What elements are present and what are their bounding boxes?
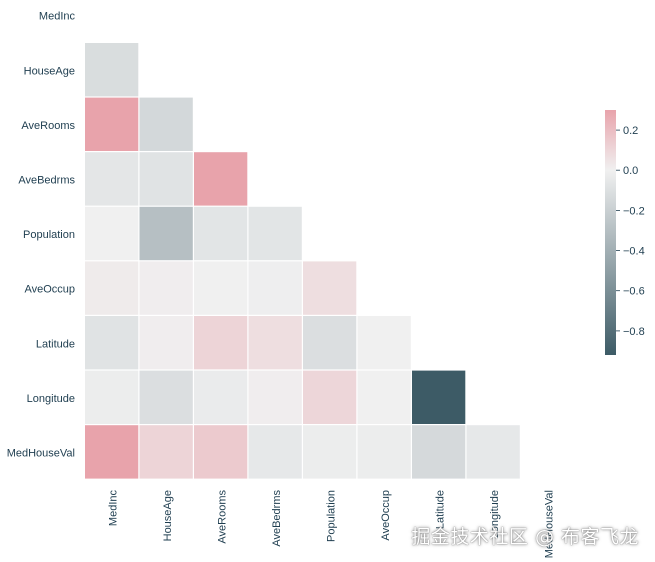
heatmap-cell-population-medinc bbox=[85, 206, 139, 261]
heatmap-cell-averooms-medinc bbox=[85, 97, 139, 151]
heatmap-cell-aveoccup-houseage bbox=[139, 261, 193, 315]
colorbar-tick-label: −0.2 bbox=[623, 205, 645, 217]
heatmap-cell-avebedrms-medinc bbox=[85, 152, 139, 206]
heatmap-cell-medhouseval-medinc bbox=[85, 425, 139, 479]
colorbar-tick-label: −0.4 bbox=[623, 246, 645, 258]
heatmap-cell-longitude-population bbox=[303, 370, 357, 424]
heatmap-cell-longitude-averooms bbox=[194, 370, 248, 424]
heatmap-cell-longitude-houseage bbox=[139, 370, 193, 424]
colorbar-tick-label: 0.2 bbox=[623, 125, 638, 137]
x-tick-label-averooms: AveRooms bbox=[216, 490, 228, 544]
heatmap-cell-latitude-avebedrms bbox=[248, 316, 302, 370]
heatmap-cell-latitude-houseage bbox=[139, 316, 193, 370]
heatmap-cell-latitude-averooms bbox=[194, 316, 248, 370]
heatmap-cell-latitude-population bbox=[303, 316, 357, 370]
y-tick-label-medinc: MedInc bbox=[39, 11, 76, 23]
y-tick-label-avebedrms: AveBedrms bbox=[18, 175, 75, 187]
heatmap-cell-medhouseval-averooms bbox=[194, 425, 248, 479]
y-tick-label-longitude: Longitude bbox=[27, 393, 75, 405]
heatmap-cell-medhouseval-latitude bbox=[412, 425, 466, 479]
x-tick-label-longitude: Longitude bbox=[489, 490, 501, 538]
heatmap-cell-medhouseval-aveoccup bbox=[357, 425, 411, 479]
y-tick-label-medhouseval: MedHouseVal bbox=[7, 448, 75, 460]
heatmap-cell-latitude-aveoccup bbox=[357, 316, 411, 370]
heatmap-cell-longitude-avebedrms bbox=[248, 370, 302, 424]
heatmap-cell-population-houseage bbox=[139, 206, 193, 261]
heatmap-cell-medhouseval-population bbox=[303, 425, 357, 479]
heatmap-cell-latitude-medinc bbox=[85, 316, 139, 370]
heatmap-cell-houseage-medinc bbox=[85, 43, 139, 97]
x-tick-label-avebedrms: AveBedrms bbox=[271, 490, 283, 547]
heatmap-cell-medhouseval-longitude bbox=[466, 425, 520, 479]
heatmap-cell-aveoccup-avebedrms bbox=[248, 261, 302, 315]
heatmap-cell-aveoccup-averooms bbox=[194, 261, 248, 315]
heatmap-cell-longitude-aveoccup bbox=[357, 370, 411, 424]
y-tick-label-aveoccup: AveOccup bbox=[24, 284, 75, 296]
x-tick-label-medhouseval: MedHouseVal bbox=[543, 490, 555, 558]
heatmap-cell-avebedrms-houseage bbox=[139, 152, 193, 206]
heatmap-cell-longitude-medinc bbox=[85, 370, 139, 424]
heatmap-cell-population-avebedrms bbox=[248, 206, 302, 261]
colorbar-gradient bbox=[605, 110, 616, 355]
watermark-text: 掘金技术社区 @ 布客飞龙 bbox=[411, 526, 639, 548]
x-tick-label-houseage: HouseAge bbox=[162, 490, 174, 541]
heatmap-cell-medhouseval-avebedrms bbox=[248, 425, 302, 479]
y-tick-label-latitude: Latitude bbox=[36, 338, 75, 350]
heatmap-cell-medhouseval-houseage bbox=[139, 425, 193, 479]
heatmap-cell-aveoccup-population bbox=[303, 261, 357, 315]
colorbar-tick-label: 0.0 bbox=[623, 165, 638, 177]
colorbar-tick-label: −0.8 bbox=[623, 326, 645, 338]
y-tick-label-houseage: HouseAge bbox=[24, 65, 75, 77]
x-tick-label-aveoccup: AveOccup bbox=[380, 490, 392, 541]
x-tick-label-population: Population bbox=[325, 490, 337, 542]
heatmap-cell-aveoccup-medinc bbox=[85, 261, 139, 315]
y-tick-label-averooms: AveRooms bbox=[21, 120, 75, 132]
heatmap-cell-longitude-latitude bbox=[412, 370, 466, 424]
heatmap-cell-averooms-houseage bbox=[139, 97, 193, 151]
heatmap-cell-avebedrms-averooms bbox=[194, 152, 248, 206]
heatmap-cell-population-averooms bbox=[194, 206, 248, 261]
colorbar-tick-label: −0.6 bbox=[623, 286, 645, 298]
y-tick-label-population: Population bbox=[23, 229, 75, 241]
x-tick-label-latitude: Latitude bbox=[434, 490, 446, 529]
x-tick-label-medinc: MedInc bbox=[107, 490, 119, 527]
